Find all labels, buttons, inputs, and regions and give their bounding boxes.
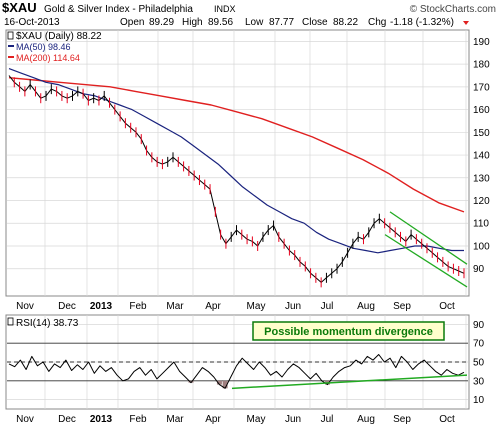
rsi-x-tick-label: Sep <box>393 414 411 425</box>
watermark: © StockCharts.com <box>410 4 496 15</box>
rsi-line <box>8 354 465 389</box>
rsi-x-tick-label: Mar <box>166 414 184 425</box>
quote-low-label: Low <box>245 17 264 28</box>
price-x-tick-label: Nov <box>16 301 34 312</box>
quote-low: 87.77 <box>269 17 294 28</box>
rsi-x-tick-label: Jun <box>285 414 301 425</box>
price-y-tick-label: 190 <box>473 37 490 48</box>
price-series <box>8 68 468 288</box>
price-legend-swatch <box>7 31 14 40</box>
ma50-line <box>8 68 464 254</box>
price-y-tick-label: 150 <box>473 128 490 139</box>
price-y-tick-label: 120 <box>473 196 490 207</box>
rsi-y-tick-label: 30 <box>473 376 485 387</box>
rsi-x-tick-label: Feb <box>129 414 147 425</box>
quote-chg-label: Chg <box>368 17 386 28</box>
price-x-tick-label: Feb <box>129 301 147 312</box>
rsi-panel: 10 30 50 70 90 RSI(14) 38.73 Possible moment… <box>5 314 485 410</box>
rsi-x-tick-label: Apr <box>205 414 221 425</box>
divergence-annotation-box <box>252 321 445 341</box>
price-y-tick-label: 110 <box>473 219 489 230</box>
channel-upper-line <box>389 211 468 265</box>
rsi-oversold-fill <box>216 380 222 385</box>
price-y-tick-label: 100 <box>473 241 490 252</box>
rsi-y-tick-label: 90 <box>473 320 485 331</box>
rsi-x-tick-label: 2013 <box>90 414 113 425</box>
price-x-tick-label: Sep <box>393 301 411 312</box>
down-arrow-icon <box>463 21 469 25</box>
index-name: Gold & Silver Index - Philadelphia <box>44 4 193 15</box>
rsi-label: RSI(14) 38.73 <box>16 318 79 329</box>
rsi-x-tick-label: Aug <box>357 414 375 425</box>
quote-open-label: Open <box>120 17 144 28</box>
price-y-tick-label: 140 <box>473 151 490 162</box>
price-y-tick-label: 160 <box>473 105 490 116</box>
quote-close-label: Close <box>302 17 328 28</box>
price-y-tick-label: 180 <box>473 60 490 71</box>
rsi-x-tick-label: Nov <box>16 414 34 425</box>
exchange-label: INDX <box>214 4 236 14</box>
price-panel-frame <box>5 29 470 297</box>
price-panel: 90 100 110 120 130 140 150 160 170 180 190 $XAU (D… <box>5 29 490 297</box>
rsi-y-tick-label: 10 <box>473 395 485 406</box>
rsi-oversold-fill <box>188 380 194 383</box>
legend-ma50: MA(50) 98.46 <box>16 42 71 52</box>
divergence-annotation: Possible momentum divergence <box>264 326 433 338</box>
price-y-tick-label: 90 <box>473 264 485 275</box>
price-x-tick-label: Oct <box>439 301 455 312</box>
price-x-tick-label: Jul <box>321 301 334 312</box>
quote-chg: -1.18 (-1.32%) <box>390 17 454 28</box>
rsi-series <box>8 354 468 390</box>
rsi-y-tick-label: 70 <box>473 339 485 350</box>
rsi-x-tick-label: Jul <box>321 414 334 425</box>
quote-date: 16-Oct-2013 <box>4 17 60 28</box>
rsi-x-tick-label: Dec <box>58 414 76 425</box>
quote-high: 89.56 <box>208 17 233 28</box>
ma200-line <box>8 77 465 213</box>
rsi-legend-swatch <box>7 317 14 326</box>
rsi-x-tick-label: May <box>247 414 266 425</box>
price-x-tick-label: Jun <box>285 301 301 312</box>
rsi-x-axis: Nov Dec 2013 Feb Mar Apr May Jun Jul Aug Sep Oct <box>16 414 455 425</box>
price-x-tick-label: 2013 <box>90 301 113 312</box>
price-x-tick-label: Dec <box>58 301 76 312</box>
divergence-trend-line <box>231 374 468 390</box>
quote-open: 89.29 <box>149 17 174 28</box>
price-y-axis: 90 100 110 120 130 140 150 160 170 180 190 <box>473 37 490 275</box>
legend-price: $XAU (Daily) 88.22 <box>16 31 102 42</box>
rsi-oversold-fill <box>222 380 228 389</box>
price-x-tick-label: May <box>247 301 266 312</box>
price-x-axis: Nov Dec 2013 Feb Mar Apr May Jun Jul Aug Sep Oct <box>16 301 455 312</box>
price-x-tick-label: Apr <box>205 301 221 312</box>
price-x-tick-label: Mar <box>166 301 184 312</box>
rsi-x-tick-label: Oct <box>439 414 455 425</box>
legend-ma200: MA(200) 114.64 <box>16 53 80 63</box>
quote-close: 88.22 <box>333 17 358 28</box>
rsi-y-tick-label: 50 <box>473 358 485 369</box>
price-y-tick-label: 170 <box>473 82 490 93</box>
channel-lower-line <box>384 234 468 288</box>
price-y-tick-label: 130 <box>473 173 490 184</box>
rsi-y-axis: 10 30 50 70 90 <box>473 320 485 406</box>
price-grid <box>7 30 468 296</box>
symbol-label: $XAU <box>2 0 37 15</box>
quote-high-label: High <box>182 17 203 28</box>
price-x-tick-label: Aug <box>357 301 375 312</box>
